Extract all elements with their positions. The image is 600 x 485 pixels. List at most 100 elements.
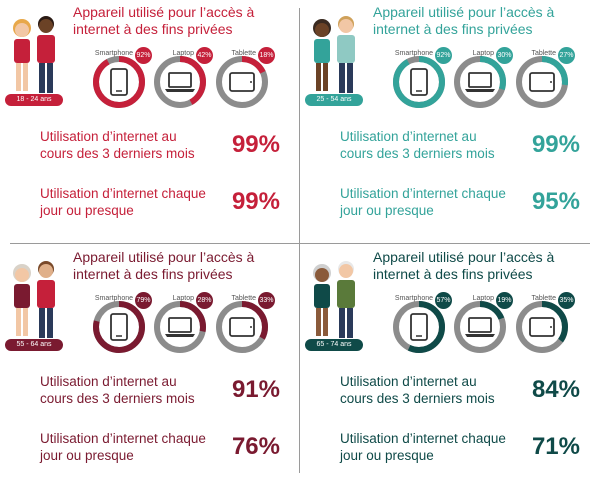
device-label: Laptop (172, 50, 194, 57)
device-usage-row: Smartphone 92% Laptop 42% Tablette 18% (66, 40, 296, 110)
device-label: Tablette (531, 50, 556, 57)
stat-label: Utilisation d’internet chaque jour ou pr… (40, 431, 206, 463)
donut-arc-smartphone (93, 301, 145, 353)
age-group-badge: 25 - 54 ans (305, 94, 363, 106)
person-leg (316, 63, 321, 91)
person-body (37, 280, 55, 308)
device-percent-badge: 28% (196, 292, 213, 309)
donut-arc-tablet (216, 301, 268, 353)
device-label: Tablette (231, 295, 256, 302)
stat-label: Utilisation d’internet au cours des 3 de… (40, 374, 195, 406)
device-label: Laptop (172, 295, 194, 302)
laptop-icon (165, 72, 195, 92)
person-leg (339, 63, 345, 93)
device-percent-badge: 18% (258, 47, 275, 64)
donut-arc-laptop (454, 301, 506, 353)
donut-arc-tablet (516, 301, 568, 353)
person-leg (39, 308, 45, 338)
quadrant-4: Appareil utilisé pour l’accès à internet… (300, 245, 600, 485)
person-face (15, 23, 29, 37)
donut-arc-smartphone (393, 56, 445, 108)
device-label: Smartphone (394, 50, 433, 57)
device-percent-badge: 92% (435, 47, 452, 64)
people-icon (313, 16, 355, 93)
person-body (14, 284, 30, 308)
people-illustration (302, 12, 368, 98)
device-label: Smartphone (94, 50, 133, 57)
device-percent-badge: 19% (496, 292, 513, 309)
person-body (337, 280, 355, 308)
device-usage-row: Smartphone 57% Laptop 19% Tablette 35% (366, 285, 596, 355)
person-body (14, 39, 30, 63)
donut-arc-laptop (454, 56, 506, 108)
device-percent-badge: 42% (196, 47, 213, 64)
stat-label: Utilisation d’internet au cours des 3 de… (40, 129, 195, 161)
people-illustration (2, 12, 68, 98)
tablet-icon (229, 317, 255, 337)
smartphone-icon (110, 313, 128, 341)
device-percent-badge: 79% (135, 292, 152, 309)
laptop-icon (165, 317, 195, 337)
device-label: Tablette (231, 50, 256, 57)
device-percent-badge: 33% (258, 292, 275, 309)
person-leg (23, 63, 28, 91)
device-donuts (393, 56, 568, 108)
person-leg (323, 63, 328, 91)
donut-arc-laptop (154, 301, 206, 353)
smartphone-icon (410, 68, 428, 96)
stat-value: 91% (231, 376, 280, 403)
device-label: Tablette (531, 295, 556, 302)
stat-value: 99% (231, 188, 280, 215)
people-icon (13, 16, 55, 93)
panel-title: Appareil utilisé pour l’accès à internet… (373, 4, 555, 37)
device-label: Smartphone (394, 295, 433, 302)
device-donuts (393, 301, 568, 353)
smartphone-icon (410, 313, 428, 341)
age-group-badge: 18 - 24 ans (5, 94, 63, 106)
stat-label: Utilisation d’internet chaque jour ou pr… (340, 186, 506, 218)
stat-value: 76% (231, 433, 280, 460)
tablet-icon (529, 317, 555, 337)
person-leg (347, 63, 353, 93)
person-face (339, 264, 353, 278)
panel-title: Appareil utilisé pour l’accès à internet… (73, 249, 255, 282)
stat-label: Utilisation d’internet chaque jour ou pr… (40, 186, 206, 218)
vertical-divider (299, 8, 300, 473)
quadrant-2: Appareil utilisé pour l’accès à internet… (300, 0, 600, 240)
person-face (39, 19, 53, 33)
person-leg (47, 308, 53, 338)
device-label: Smartphone (94, 295, 133, 302)
device-percent-badge: 35% (558, 292, 575, 309)
device-label: Laptop (472, 50, 494, 57)
person-leg (339, 308, 345, 338)
person-leg (23, 308, 28, 336)
quadrant-1: Appareil utilisé pour l’accès à internet… (0, 0, 300, 240)
stat-label: Utilisation d’internet au cours des 3 de… (340, 374, 495, 406)
device-label: Laptop (472, 295, 494, 302)
person-leg (16, 63, 21, 91)
person-face (339, 19, 353, 33)
laptop-icon (465, 317, 495, 337)
donut-arc-tablet (516, 56, 568, 108)
donut-arc-tablet (216, 56, 268, 108)
age-group-badge: 65 - 74 ans (305, 339, 363, 351)
age-group-badge: 55 - 64 ans (5, 339, 63, 351)
person-face (315, 268, 329, 282)
tablet-icon (229, 72, 255, 92)
stat-value: 99% (231, 131, 280, 158)
person-body (314, 39, 330, 63)
people-illustration (302, 257, 368, 343)
device-percent-badge: 30% (496, 47, 513, 64)
stat-value: 71% (531, 433, 580, 460)
panel-title: Appareil utilisé pour l’accès à internet… (373, 249, 555, 282)
person-leg (347, 308, 353, 338)
person-body (37, 35, 55, 63)
donut-arc-smartphone (93, 56, 145, 108)
person-leg (323, 308, 328, 336)
person-leg (47, 63, 53, 93)
stat-value: 84% (531, 376, 580, 403)
device-usage-row: Smartphone 92% Laptop 30% Tablette 27% (366, 40, 596, 110)
device-percent-badge: 57% (435, 292, 452, 309)
device-usage-row: Smartphone 79% Laptop 28% Tablette 33% (66, 285, 296, 355)
device-donuts (93, 301, 268, 353)
